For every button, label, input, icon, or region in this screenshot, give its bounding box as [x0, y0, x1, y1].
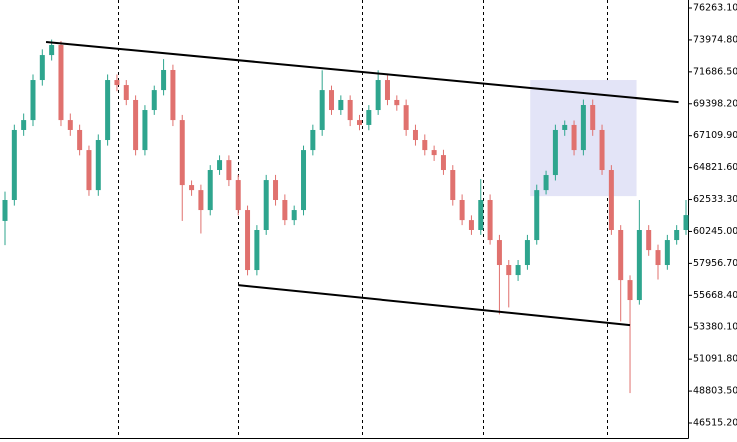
candle-body: [21, 120, 27, 130]
candle-body: [394, 99, 400, 106]
candle-body: [524, 240, 530, 266]
y-tick-label: 76263.10: [693, 3, 737, 14]
trend-line: [238, 284, 631, 327]
candle-body: [189, 185, 195, 191]
candle-body: [151, 90, 157, 111]
candle-body: [179, 120, 185, 186]
candle-body: [67, 120, 73, 130]
candle-body: [58, 45, 64, 121]
candle-body: [198, 190, 204, 211]
y-tick-label: 67109.90: [693, 130, 737, 141]
period-separators: [118, 0, 608, 438]
y-tick-label: 73974.80: [693, 34, 737, 45]
candle-body: [86, 150, 92, 191]
candle-body: [664, 240, 670, 266]
candle-body: [161, 69, 167, 91]
candle-body: [123, 85, 129, 100]
candle-body: [412, 129, 418, 141]
candle-body: [338, 99, 344, 111]
candle-body: [2, 200, 8, 221]
candle-body: [674, 229, 680, 241]
candle-body: [273, 180, 279, 201]
candle-body: [301, 150, 307, 211]
y-tick-label: 60245.00: [693, 226, 737, 237]
candle-body: [599, 129, 605, 171]
trend-line: [45, 40, 679, 104]
candle-body: [11, 129, 17, 201]
candle-body: [459, 200, 465, 221]
candle-body: [543, 175, 549, 191]
y-tick-label: 55668.40: [693, 290, 737, 301]
candle-body: [580, 105, 586, 151]
candle-body: [235, 180, 241, 211]
candle-body: [39, 55, 45, 81]
candle-body: [77, 129, 83, 151]
candle-body: [562, 124, 568, 130]
candle-body: [384, 80, 390, 100]
candle-body: [49, 45, 55, 56]
candle-body: [636, 229, 642, 301]
candle-body: [468, 220, 474, 230]
candle-body: [366, 110, 372, 125]
candle-body: [478, 200, 484, 230]
candle-body: [30, 80, 36, 121]
candle-body: [496, 240, 502, 266]
y-tick-label: 69398.20: [693, 98, 737, 109]
candle-body: [310, 129, 316, 151]
y-tick-label: 64821.60: [693, 162, 737, 173]
y-tick-label: 53380.10: [693, 322, 737, 333]
candle-body: [646, 229, 652, 251]
candle-body: [133, 99, 139, 151]
candle-body: [226, 160, 232, 181]
y-tick-label: 62533.30: [693, 194, 737, 205]
y-tick-label: 57956.70: [693, 258, 737, 269]
y-tick-label: 48803.50: [693, 386, 737, 397]
candle-body: [450, 170, 456, 201]
candle-body: [375, 80, 381, 111]
candle-body: [263, 180, 269, 230]
candle-body: [487, 200, 493, 241]
candle-body: [534, 190, 540, 241]
candle-body: [347, 99, 353, 121]
candle-body: [440, 155, 446, 171]
candle-body: [552, 129, 558, 176]
candle-body: [422, 140, 428, 151]
candle-body: [142, 110, 148, 151]
candle-body: [356, 120, 362, 125]
candle-body: [291, 210, 297, 221]
candle-body: [329, 90, 335, 111]
candle-body: [590, 105, 596, 130]
candle-body: [506, 265, 512, 276]
candle-body: [282, 200, 288, 221]
candle-body: [655, 250, 661, 266]
y-tick-label: 51091.80: [693, 354, 737, 365]
candle-body: [618, 229, 624, 281]
candle-body: [95, 140, 101, 191]
candle-body: [515, 265, 521, 276]
candle-body: [431, 150, 437, 156]
candle-body: [608, 170, 614, 230]
candle-body: [403, 105, 409, 130]
candle-body: [683, 215, 689, 230]
y-tick-label: 71686.50: [693, 66, 737, 77]
candle-body: [217, 160, 223, 171]
candle-body: [114, 80, 120, 86]
candle-body: [170, 69, 176, 121]
y-tick-label: 46515.20: [693, 418, 737, 429]
candle-body: [254, 229, 260, 271]
candle-body: [105, 80, 111, 141]
candle-body: [627, 280, 633, 301]
candle-body: [571, 124, 577, 151]
candle-body: [319, 90, 325, 130]
candle-body: [245, 210, 251, 271]
candle-body: [207, 170, 213, 211]
